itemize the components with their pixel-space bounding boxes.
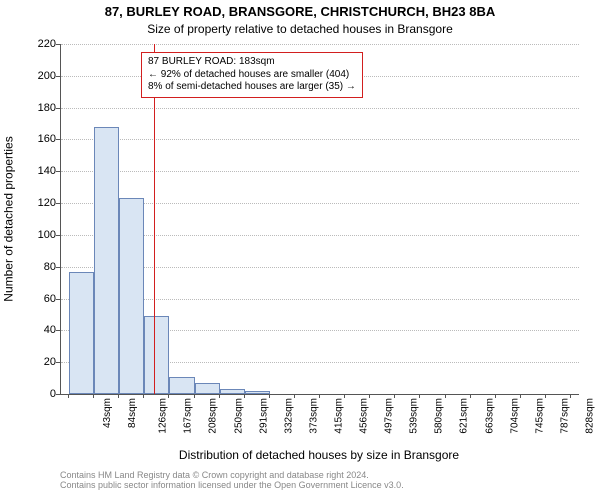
y-tick-label: 200 — [30, 70, 56, 82]
annotation-line-text: 87 BURLEY ROAD: 183sqm — [148, 56, 356, 69]
x-tick-mark — [68, 394, 69, 398]
x-tick-mark — [294, 394, 295, 398]
x-tick-mark — [194, 394, 195, 398]
histogram-bar — [94, 127, 120, 394]
footer-line-2: Contains public sector information licen… — [60, 480, 578, 490]
x-tick-label: 84sqm — [127, 398, 138, 428]
x-tick-mark — [143, 394, 144, 398]
x-tick-label: 745sqm — [534, 398, 545, 434]
y-tick-label: 180 — [30, 102, 56, 114]
x-tick-label: 787sqm — [560, 398, 571, 434]
gridline-h — [61, 108, 579, 109]
x-tick-label: 663sqm — [484, 398, 495, 434]
x-tick-mark — [419, 394, 420, 398]
x-tick-label: 250sqm — [233, 398, 244, 434]
y-tick-label: 40 — [30, 324, 56, 336]
x-tick-mark — [545, 394, 546, 398]
x-tick-mark — [470, 394, 471, 398]
y-tick-label: 0 — [30, 388, 56, 400]
x-tick-label: 415sqm — [334, 398, 345, 434]
x-tick-label: 208sqm — [208, 398, 219, 434]
x-tick-mark — [93, 394, 94, 398]
x-tick-label: 291sqm — [258, 398, 269, 434]
x-tick-label: 580sqm — [434, 398, 445, 434]
annotation-box: 87 BURLEY ROAD: 183sqm← 92% of detached … — [141, 52, 363, 98]
x-tick-mark — [219, 394, 220, 398]
x-tick-label: 332sqm — [283, 398, 294, 434]
x-tick-mark — [269, 394, 270, 398]
gridline-h — [61, 171, 579, 172]
x-tick-mark — [244, 394, 245, 398]
histogram-bar — [195, 383, 220, 394]
x-tick-mark — [570, 394, 571, 398]
x-tick-label: 828sqm — [585, 398, 596, 434]
histogram-bar — [144, 316, 169, 394]
x-tick-label: 126sqm — [158, 398, 169, 434]
x-tick-mark — [168, 394, 169, 398]
x-axis-label: Distribution of detached houses by size … — [60, 448, 578, 462]
plot-area: 87 BURLEY ROAD: 183sqm← 92% of detached … — [60, 44, 579, 395]
y-tick-label: 100 — [30, 229, 56, 241]
x-tick-mark — [319, 394, 320, 398]
y-tick-label: 60 — [30, 293, 56, 305]
x-tick-mark — [394, 394, 395, 398]
x-tick-mark — [344, 394, 345, 398]
annotation-line-text: 8% of semi-detached houses are larger (3… — [148, 81, 356, 94]
y-axis-label: Number of detached properties — [2, 44, 16, 394]
x-tick-mark — [445, 394, 446, 398]
x-tick-mark — [495, 394, 496, 398]
y-tick-label: 220 — [30, 38, 56, 50]
y-tick-label: 160 — [30, 133, 56, 145]
gridline-h — [61, 44, 579, 45]
attribution-footer: Contains HM Land Registry data © Crown c… — [60, 470, 578, 491]
x-tick-label: 497sqm — [384, 398, 395, 434]
page-title: 87, BURLEY ROAD, BRANSGORE, CHRISTCHURCH… — [0, 4, 600, 19]
x-tick-label: 167sqm — [183, 398, 194, 434]
y-tick-label: 120 — [30, 197, 56, 209]
x-tick-mark — [369, 394, 370, 398]
x-tick-mark — [520, 394, 521, 398]
gridline-h — [61, 139, 579, 140]
y-tick-label: 140 — [30, 165, 56, 177]
histogram-bar — [119, 198, 144, 394]
page-subtitle: Size of property relative to detached ho… — [0, 22, 600, 36]
histogram-bar — [69, 272, 94, 395]
histogram-bar — [169, 377, 195, 395]
x-tick-label: 539sqm — [409, 398, 420, 434]
x-tick-label: 621sqm — [459, 398, 470, 434]
x-tick-label: 456sqm — [359, 398, 370, 434]
y-tick-label: 20 — [30, 356, 56, 368]
footer-line-1: Contains HM Land Registry data © Crown c… — [60, 470, 578, 480]
x-tick-label: 373sqm — [308, 398, 319, 434]
x-tick-mark — [118, 394, 119, 398]
x-tick-label: 704sqm — [509, 398, 520, 434]
x-tick-label: 43sqm — [102, 398, 113, 428]
annotation-line-text: ← 92% of detached houses are smaller (40… — [148, 69, 356, 82]
y-tick-label: 80 — [30, 261, 56, 273]
histogram-bar — [220, 389, 245, 394]
chart-root: 87, BURLEY ROAD, BRANSGORE, CHRISTCHURCH… — [0, 0, 600, 500]
y-axis-label-text: Number of detached properties — [2, 136, 16, 301]
histogram-bar — [245, 391, 270, 394]
